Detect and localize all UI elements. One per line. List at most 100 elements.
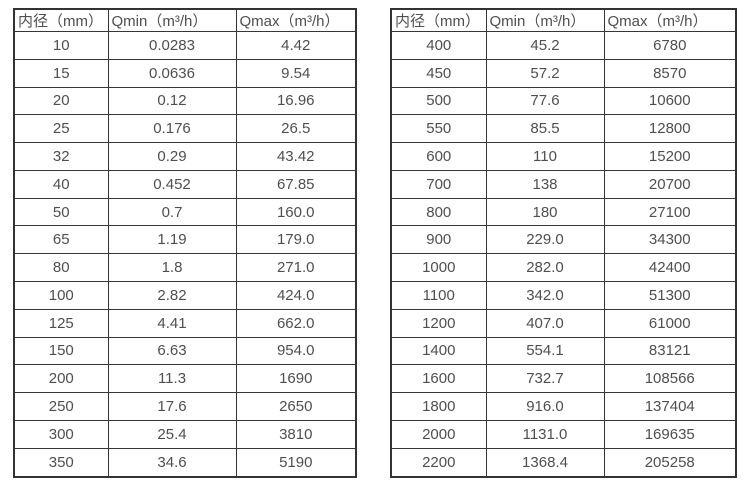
table-row: 2000 1131.0 169635 [390,419,737,449]
qmin-cell: 0.0636 [107,58,237,88]
qmin-cell: 0.12 [107,86,237,116]
qmax-cell: 42400 [603,253,737,283]
qmax-cell: 271.0 [235,253,357,283]
table-row: 350 34.6 5190 [13,447,357,478]
diameter-cell: 1800 [390,392,487,421]
qmin-cell: 34.6 [107,447,237,478]
qmin-cell: 25.4 [107,419,237,449]
column-header-qmax: Qmax（m³/h） [603,8,737,32]
qmin-cell: 282.0 [485,253,605,283]
column-header-diameter: 内径（mm） [13,8,109,32]
diameter-cell: 1100 [390,281,487,310]
diameter-cell: 65 [13,225,109,255]
qmin-cell: 180 [485,197,605,227]
diameter-cell: 200 [13,364,109,394]
table-row: 50 0.7 160.0 [13,197,357,227]
diameter-cell: 15 [13,58,109,88]
qmin-cell: 342.0 [485,281,605,310]
qmax-cell: 12800 [603,114,737,144]
qmin-cell: 0.7 [107,197,237,227]
table-body: 10 0.0283 4.42 15 0.0636 9.54 20 0.12 16.96 25 0.1… [13,31,357,478]
qmax-cell: 43.42 [235,142,357,171]
diameter-cell: 250 [13,392,109,421]
diameter-cell: 500 [390,86,487,116]
diameter-cell: 50 [13,197,109,227]
header-row: 内径（mm） Qmin（m³/h） Qmax（m³/h） [390,8,737,32]
qmax-cell: 27100 [603,197,737,227]
qmin-cell: 6.63 [107,336,237,366]
qmax-cell: 34300 [603,225,737,255]
qmin-cell: 11.3 [107,364,237,394]
diameter-cell: 40 [13,169,109,199]
qmin-cell: 0.29 [107,142,237,171]
column-header-qmin: Qmin（m³/h） [485,8,605,32]
qmax-cell: 205258 [603,447,737,478]
qmin-cell: 1.8 [107,253,237,283]
diameter-cell: 350 [13,447,109,478]
qmax-cell: 662.0 [235,308,357,338]
header-row: 内径（mm） Qmin（m³/h） Qmax（m³/h） [13,8,357,32]
qmin-cell: 1.19 [107,225,237,255]
qmin-cell: 1368.4 [485,447,605,478]
qmax-cell: 1690 [235,364,357,394]
diameter-cell: 1600 [390,364,487,394]
table-row: 450 57.2 8570 [390,58,737,88]
table-row: 1400 554.1 83121 [390,336,737,366]
qmax-cell: 6780 [603,31,737,60]
qmin-cell: 17.6 [107,392,237,421]
qmax-cell: 179.0 [235,225,357,255]
diameter-cell: 1000 [390,253,487,283]
diameter-cell: 600 [390,142,487,171]
diameter-cell: 550 [390,114,487,144]
table-row: 25 0.176 26.5 [13,114,357,144]
qmax-cell: 108566 [603,364,737,394]
diameter-cell: 300 [13,419,109,449]
qmax-cell: 15200 [603,142,737,171]
table-row: 15 0.0636 9.54 [13,58,357,88]
qmax-cell: 3810 [235,419,357,449]
table-row: 65 1.19 179.0 [13,225,357,255]
qmax-cell: 10600 [603,86,737,116]
table-row: 500 77.6 10600 [390,86,737,116]
diameter-cell: 150 [13,336,109,366]
table-row: 1800 916.0 137404 [390,392,737,421]
diameter-cell: 700 [390,169,487,199]
diameter-cell: 800 [390,197,487,227]
table-row: 1200 407.0 61000 [390,308,737,338]
diameter-cell: 10 [13,31,109,60]
qmin-cell: 0.0283 [107,31,237,60]
qmax-cell: 4.42 [235,31,357,60]
qmax-cell: 424.0 [235,281,357,310]
qmax-cell: 2650 [235,392,357,421]
qmax-cell: 67.85 [235,169,357,199]
qmin-cell: 732.7 [485,364,605,394]
qmax-cell: 5190 [235,447,357,478]
diameter-cell: 1400 [390,336,487,366]
qmin-cell: 916.0 [485,392,605,421]
table-row: 100 2.82 424.0 [13,281,357,310]
table-row: 550 85.5 12800 [390,114,737,144]
diameter-cell: 900 [390,225,487,255]
diameter-cell: 400 [390,31,487,60]
diameter-cell: 2200 [390,447,487,478]
table-row: 10 0.0283 4.42 [13,31,357,60]
diameter-cell: 1200 [390,308,487,338]
table-row: 2200 1368.4 205258 [390,447,737,478]
qmin-cell: 0.176 [107,114,237,144]
diameter-cell: 450 [390,58,487,88]
table-row: 150 6.63 954.0 [13,336,357,366]
table-row: 20 0.12 16.96 [13,86,357,116]
diameter-cell: 20 [13,86,109,116]
column-header-diameter: 内径（mm） [390,8,487,32]
qmin-cell: 1131.0 [485,419,605,449]
qmin-cell: 85.5 [485,114,605,144]
table-row: 200 11.3 1690 [13,364,357,394]
table-row: 40 0.452 67.85 [13,169,357,199]
qmin-cell: 407.0 [485,308,605,338]
qmax-cell: 954.0 [235,336,357,366]
qmin-cell: 0.452 [107,169,237,199]
table-row: 1600 732.7 108566 [390,364,737,394]
table-row: 1000 282.0 42400 [390,253,737,283]
table-row: 400 45.2 6780 [390,31,737,60]
qmin-cell: 45.2 [485,31,605,60]
